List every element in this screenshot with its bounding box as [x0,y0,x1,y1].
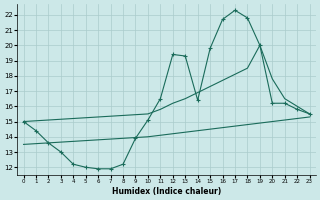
X-axis label: Humidex (Indice chaleur): Humidex (Indice chaleur) [112,187,221,196]
